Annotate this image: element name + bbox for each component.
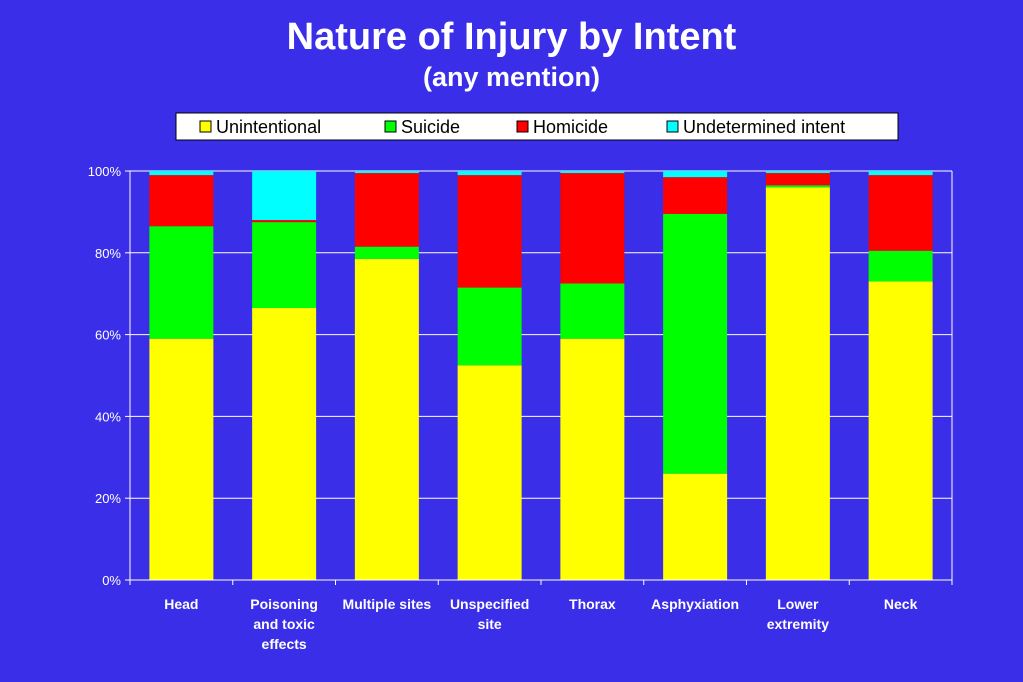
- y-tick-label-3: 60%: [95, 328, 121, 343]
- legend-swatch-2: [516, 120, 529, 133]
- x-tick-label-7-0: Neck: [884, 596, 918, 612]
- legend-label-2: Homicide: [533, 117, 608, 137]
- x-tick-label-6-1: extremity: [767, 616, 829, 632]
- x-tick-label-1-0: Poisoning: [250, 596, 318, 612]
- bar-2-0: [354, 258, 419, 580]
- bar-3-3: [457, 171, 522, 176]
- x-tick-label-0-0: Head: [164, 596, 198, 612]
- x-tick-label-2-0: Multiple sites: [343, 596, 432, 612]
- chart-subtitle: (any mention): [422, 62, 600, 92]
- axes: 0% 20% 40% 60% 80% 100% Head Poisoning and toxic…: [88, 164, 953, 652]
- bar-0-2: [149, 175, 214, 227]
- bar-4-2: [560, 173, 625, 284]
- bar-0-1: [149, 226, 214, 339]
- legend-box: [175, 112, 899, 141]
- x-tick-label-3-1: site: [478, 616, 502, 632]
- x-tick-label-3-0: Unspecified: [450, 596, 529, 612]
- bar-3-0: [457, 365, 522, 580]
- bar-0-0: [149, 338, 214, 580]
- bar-5-0: [663, 473, 728, 580]
- y-tick-label-0: 0%: [102, 573, 121, 588]
- bar-7-2: [868, 175, 933, 251]
- bar-2-3: [354, 171, 419, 174]
- legend-swatch-0: [199, 120, 212, 133]
- bar-3-2: [457, 175, 522, 288]
- y-tick-label-4: 80%: [95, 246, 121, 261]
- x-tick-label-6-0: Lower: [777, 596, 819, 612]
- legend-label-1: Suicide: [401, 117, 460, 137]
- bar-5-2: [663, 177, 728, 214]
- bar-6-3: [765, 171, 830, 174]
- bar-1-0: [252, 308, 317, 580]
- bar-5-3: [663, 171, 728, 178]
- x-tick-label-1-2: effects: [262, 636, 307, 652]
- x-tick-label-5-0: Asphyxiation: [651, 596, 739, 612]
- legend-swatch-3: [666, 120, 679, 133]
- bar-7-3: [868, 171, 933, 176]
- bar-7-0: [868, 281, 933, 580]
- x-tick-label-1-1: and toxic: [253, 616, 315, 632]
- bar-3-1: [457, 287, 522, 366]
- bar-2-1: [354, 246, 419, 259]
- bar-6-0: [765, 187, 830, 581]
- legend-label-0: Unintentional: [216, 117, 321, 137]
- legend: Unintentional Suicide Homicide Undetermined…: [175, 112, 899, 141]
- bar-6-1: [765, 185, 830, 188]
- y-tick-label-1: 20%: [95, 491, 121, 506]
- bar-5-1: [663, 213, 728, 474]
- bar-0-3: [149, 171, 214, 176]
- bars: [149, 171, 933, 581]
- bar-4-0: [560, 338, 625, 580]
- y-tick-label-2: 40%: [95, 409, 121, 424]
- y-tick-label-5: 100%: [88, 164, 122, 179]
- chart-title: Nature of Injury by Intent: [286, 16, 737, 58]
- bar-4-1: [560, 283, 625, 339]
- legend-swatch-1: [384, 120, 397, 133]
- bar-1-1: [252, 222, 317, 309]
- legend-label-3: Undetermined intent: [683, 117, 845, 137]
- bar-6-2: [765, 173, 830, 186]
- bar-2-2: [354, 173, 419, 247]
- x-tick-label-4-0: Thorax: [569, 596, 616, 612]
- bar-1-3: [252, 171, 317, 221]
- bar-1-2: [252, 220, 317, 223]
- bar-4-3: [560, 171, 625, 174]
- bar-7-1: [868, 250, 933, 282]
